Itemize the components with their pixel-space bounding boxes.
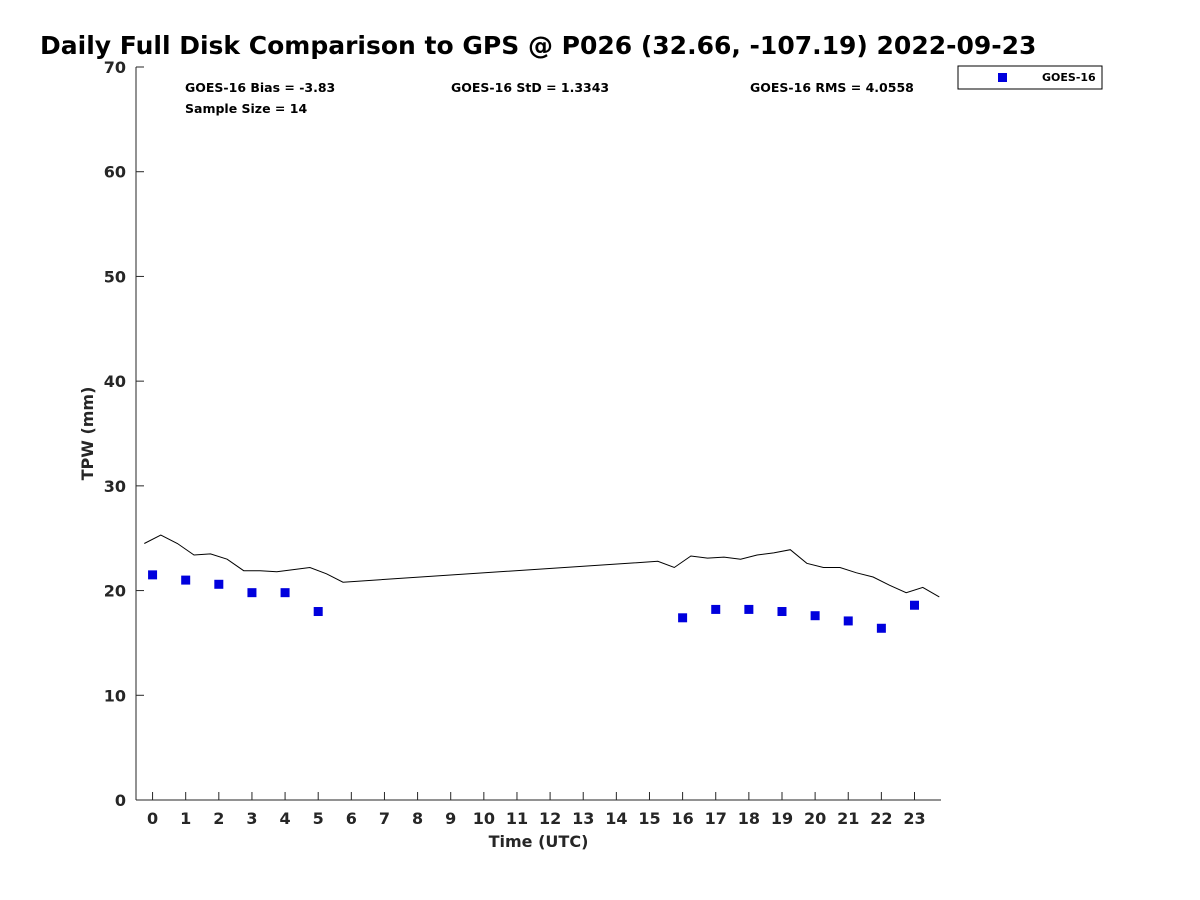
x-tick-label: 5 [313, 809, 324, 828]
gps-line [144, 534, 940, 598]
x-tick-label: 11 [506, 809, 528, 828]
rms-annotation: GOES-16 RMS = 4.0558 [750, 80, 914, 95]
x-tick-label: 7 [379, 809, 390, 828]
x-tick-label: 8 [412, 809, 423, 828]
goes16-point [909, 600, 919, 610]
x-tick-label: 17 [705, 809, 727, 828]
x-tick-label: 4 [280, 809, 291, 828]
y-tick-label: 50 [104, 267, 126, 286]
y-tick-label: 70 [104, 58, 126, 77]
y-tick-label: 60 [104, 163, 126, 182]
stats-annotations: GOES-16 Bias = -3.83 GOES-16 StD = 1.334… [185, 80, 914, 116]
legend: GOES-16 [957, 65, 1103, 90]
goes16-point [711, 604, 721, 614]
x-tick-label: 21 [837, 809, 859, 828]
x-tick-label: 13 [572, 809, 594, 828]
goes16-point [843, 616, 853, 626]
chart-title: Daily Full Disk Comparison to GPS @ P026… [40, 31, 1036, 60]
gps-line-series [144, 534, 940, 598]
y-tick-label: 30 [104, 477, 126, 496]
x-tick-label: 23 [903, 809, 925, 828]
x-tick-label: 19 [771, 809, 793, 828]
goes16-point [313, 607, 323, 617]
x-tick-label: 1 [180, 809, 191, 828]
goes16-point [214, 579, 224, 589]
legend-label-goes16: GOES-16 [1042, 71, 1096, 84]
x-tick-label: 12 [539, 809, 561, 828]
x-tick-label: 22 [870, 809, 892, 828]
goes16-point [280, 588, 290, 598]
y-tick-label: 0 [115, 791, 126, 810]
bias-annotation: GOES-16 Bias = -3.83 [185, 80, 335, 95]
sample-size-annotation: Sample Size = 14 [185, 101, 307, 116]
goes16-point [247, 588, 257, 598]
y-tick-label: 20 [104, 582, 126, 601]
legend-marker [998, 73, 1007, 82]
goes16-point [744, 604, 754, 614]
x-tick-label: 20 [804, 809, 826, 828]
x-axis-label: Time (UTC) [489, 832, 589, 851]
goes16-point-series [148, 570, 919, 633]
x-tick-label: 0 [147, 809, 158, 828]
goes16-point [876, 623, 886, 633]
goes16-point [810, 611, 820, 621]
x-tick-label: 6 [346, 809, 357, 828]
x-tick-label: 18 [738, 809, 760, 828]
goes16-point [181, 575, 191, 585]
x-tick-label: 9 [445, 809, 456, 828]
y-axis-label: TPW (mm) [78, 387, 97, 481]
goes16-point [678, 613, 688, 623]
x-tick-label: 14 [605, 809, 627, 828]
y-tick-label: 40 [104, 372, 126, 391]
legend-box [957, 65, 1103, 90]
std-annotation: GOES-16 StD = 1.3343 [451, 80, 609, 95]
x-tick-label: 16 [671, 809, 693, 828]
x-tick-label: 10 [473, 809, 495, 828]
x-tick-label: 15 [638, 809, 660, 828]
goes16-point [148, 570, 158, 580]
goes16-point [777, 607, 787, 617]
y-tick-label: 10 [104, 686, 126, 705]
x-tick-label: 2 [213, 809, 224, 828]
x-tick-label: 3 [246, 809, 257, 828]
